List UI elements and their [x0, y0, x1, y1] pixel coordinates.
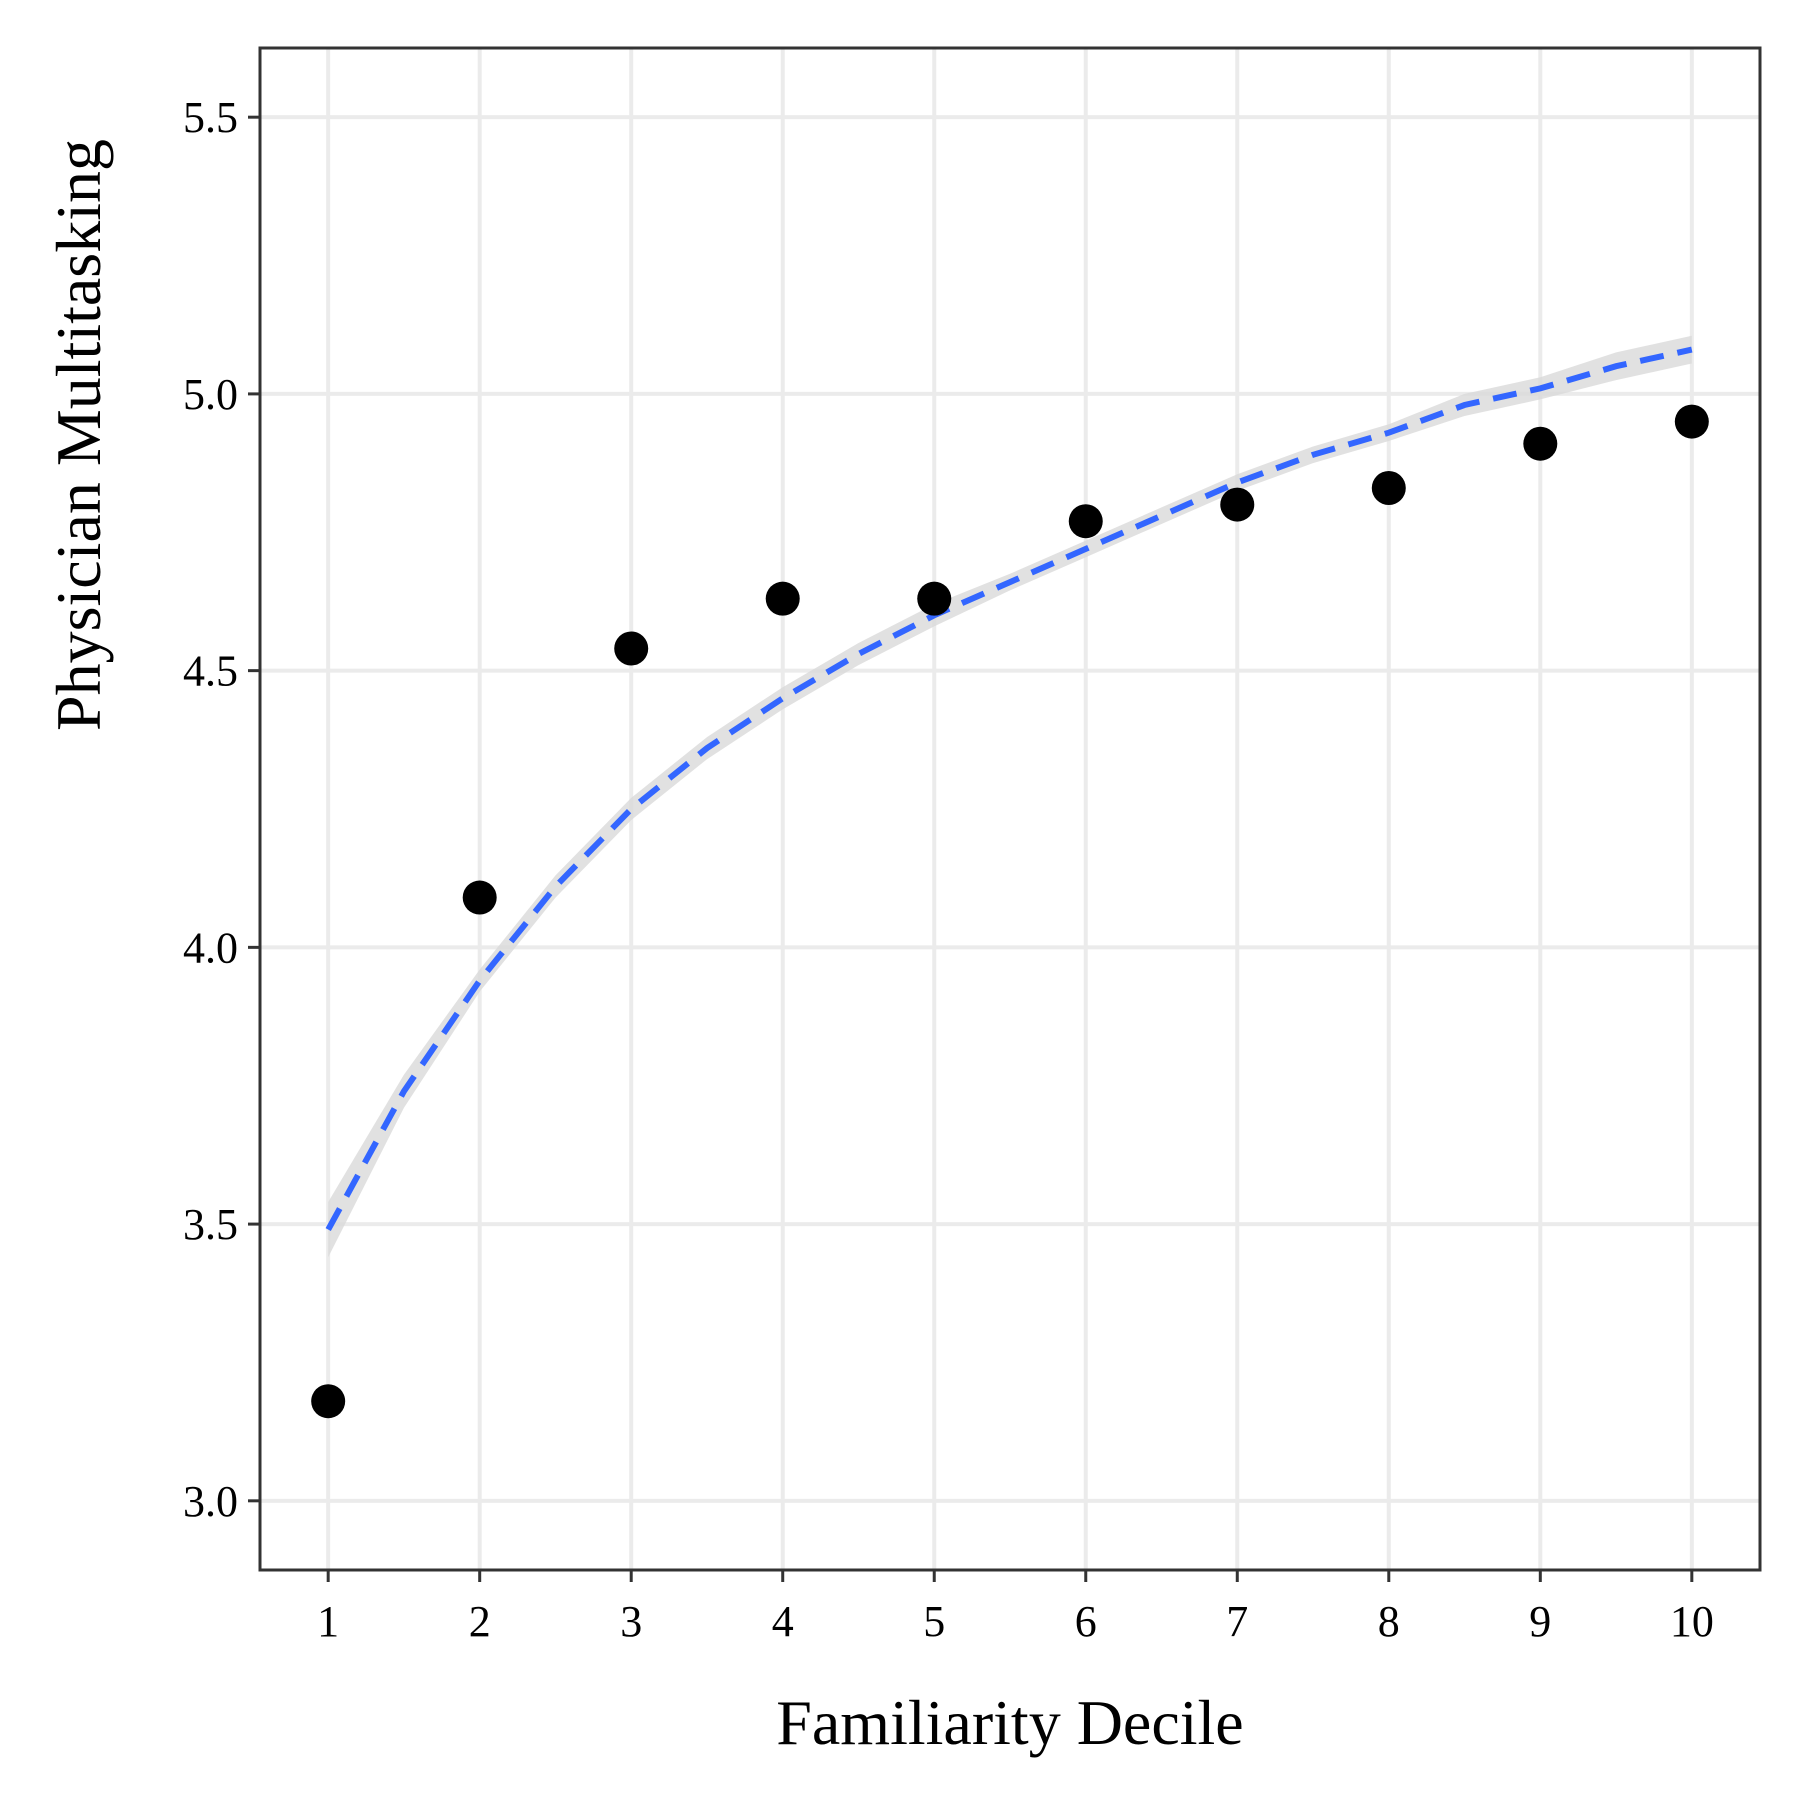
- y-tick-label: 5.0: [183, 370, 238, 419]
- data-point: [1674, 404, 1709, 439]
- x-tick-label: 3: [620, 1597, 642, 1646]
- data-point: [311, 1384, 346, 1419]
- data-point: [1523, 426, 1558, 461]
- y-tick-label: 5.5: [183, 93, 238, 142]
- y-tick-label: 4.0: [183, 923, 238, 972]
- data-point: [917, 581, 952, 616]
- data-point: [1371, 470, 1406, 505]
- panel-border: [258, 46, 1762, 1572]
- axis-ticks-layer: 1 2 3 4 5 6 7 8 9 10 3.0 3.5 4.0 4.5 5.0 5.5: [183, 93, 1714, 1646]
- x-tick-label: 9: [1529, 1597, 1551, 1646]
- y-tick-label: 4.5: [183, 647, 238, 696]
- data-point: [765, 581, 800, 616]
- x-axis-title: Familiarity Decile: [776, 1687, 1243, 1758]
- x-tick-label: 10: [1670, 1597, 1714, 1646]
- confidence-band: [328, 335, 1692, 1258]
- x-tick-label: 2: [469, 1597, 491, 1646]
- x-tick-label: 4: [772, 1597, 794, 1646]
- y-tick-label: 3.5: [183, 1200, 238, 1249]
- data-point: [462, 880, 497, 915]
- y-tick-label: 3.0: [183, 1477, 238, 1526]
- data-point: [1068, 504, 1103, 539]
- x-tick-label: 5: [923, 1597, 945, 1646]
- y-axis-title: Physician Multitasking: [43, 139, 114, 731]
- data-point: [1220, 487, 1255, 522]
- fit-line-layer: [325, 346, 1693, 1232]
- data-points-layer: [311, 404, 1709, 1419]
- ci-band-layer: [328, 335, 1692, 1258]
- x-tick-label: 7: [1226, 1597, 1248, 1646]
- grid-layer: [260, 48, 1760, 1570]
- x-tick-label: 6: [1075, 1597, 1097, 1646]
- fit-line: [325, 346, 1693, 1232]
- data-point: [614, 631, 649, 666]
- x-tick-label: 1: [317, 1597, 339, 1646]
- x-tick-label: 8: [1378, 1597, 1400, 1646]
